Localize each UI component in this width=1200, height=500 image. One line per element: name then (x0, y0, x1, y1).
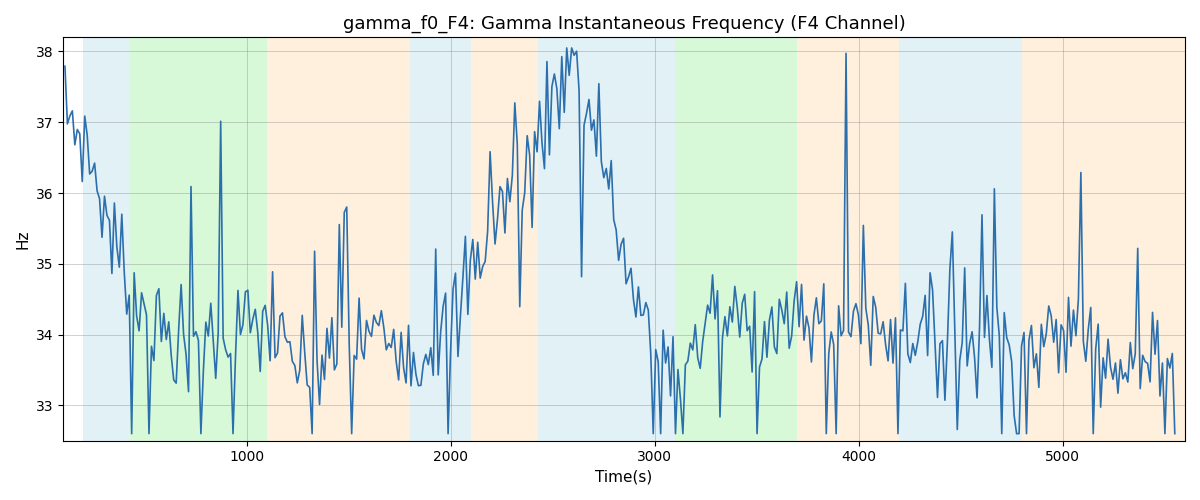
Bar (1021, 38, 1184, 440)
Title: gamma_f0_F4: Gamma Instantaneous Frequency (F4 Channel): gamma_f0_F4: Gamma Instantaneous Frequen… (342, 15, 905, 34)
Bar (409, 38, 470, 440)
Bar (470, 38, 539, 440)
X-axis label: Time(s): Time(s) (595, 470, 653, 485)
Y-axis label: Hz: Hz (16, 230, 30, 249)
Bar (665, 38, 674, 440)
Bar (674, 38, 797, 440)
Bar (797, 38, 899, 440)
Bar (83, 38, 131, 440)
Bar (899, 38, 1021, 440)
Bar (131, 38, 266, 440)
Bar (266, 38, 409, 440)
Bar (539, 38, 665, 440)
